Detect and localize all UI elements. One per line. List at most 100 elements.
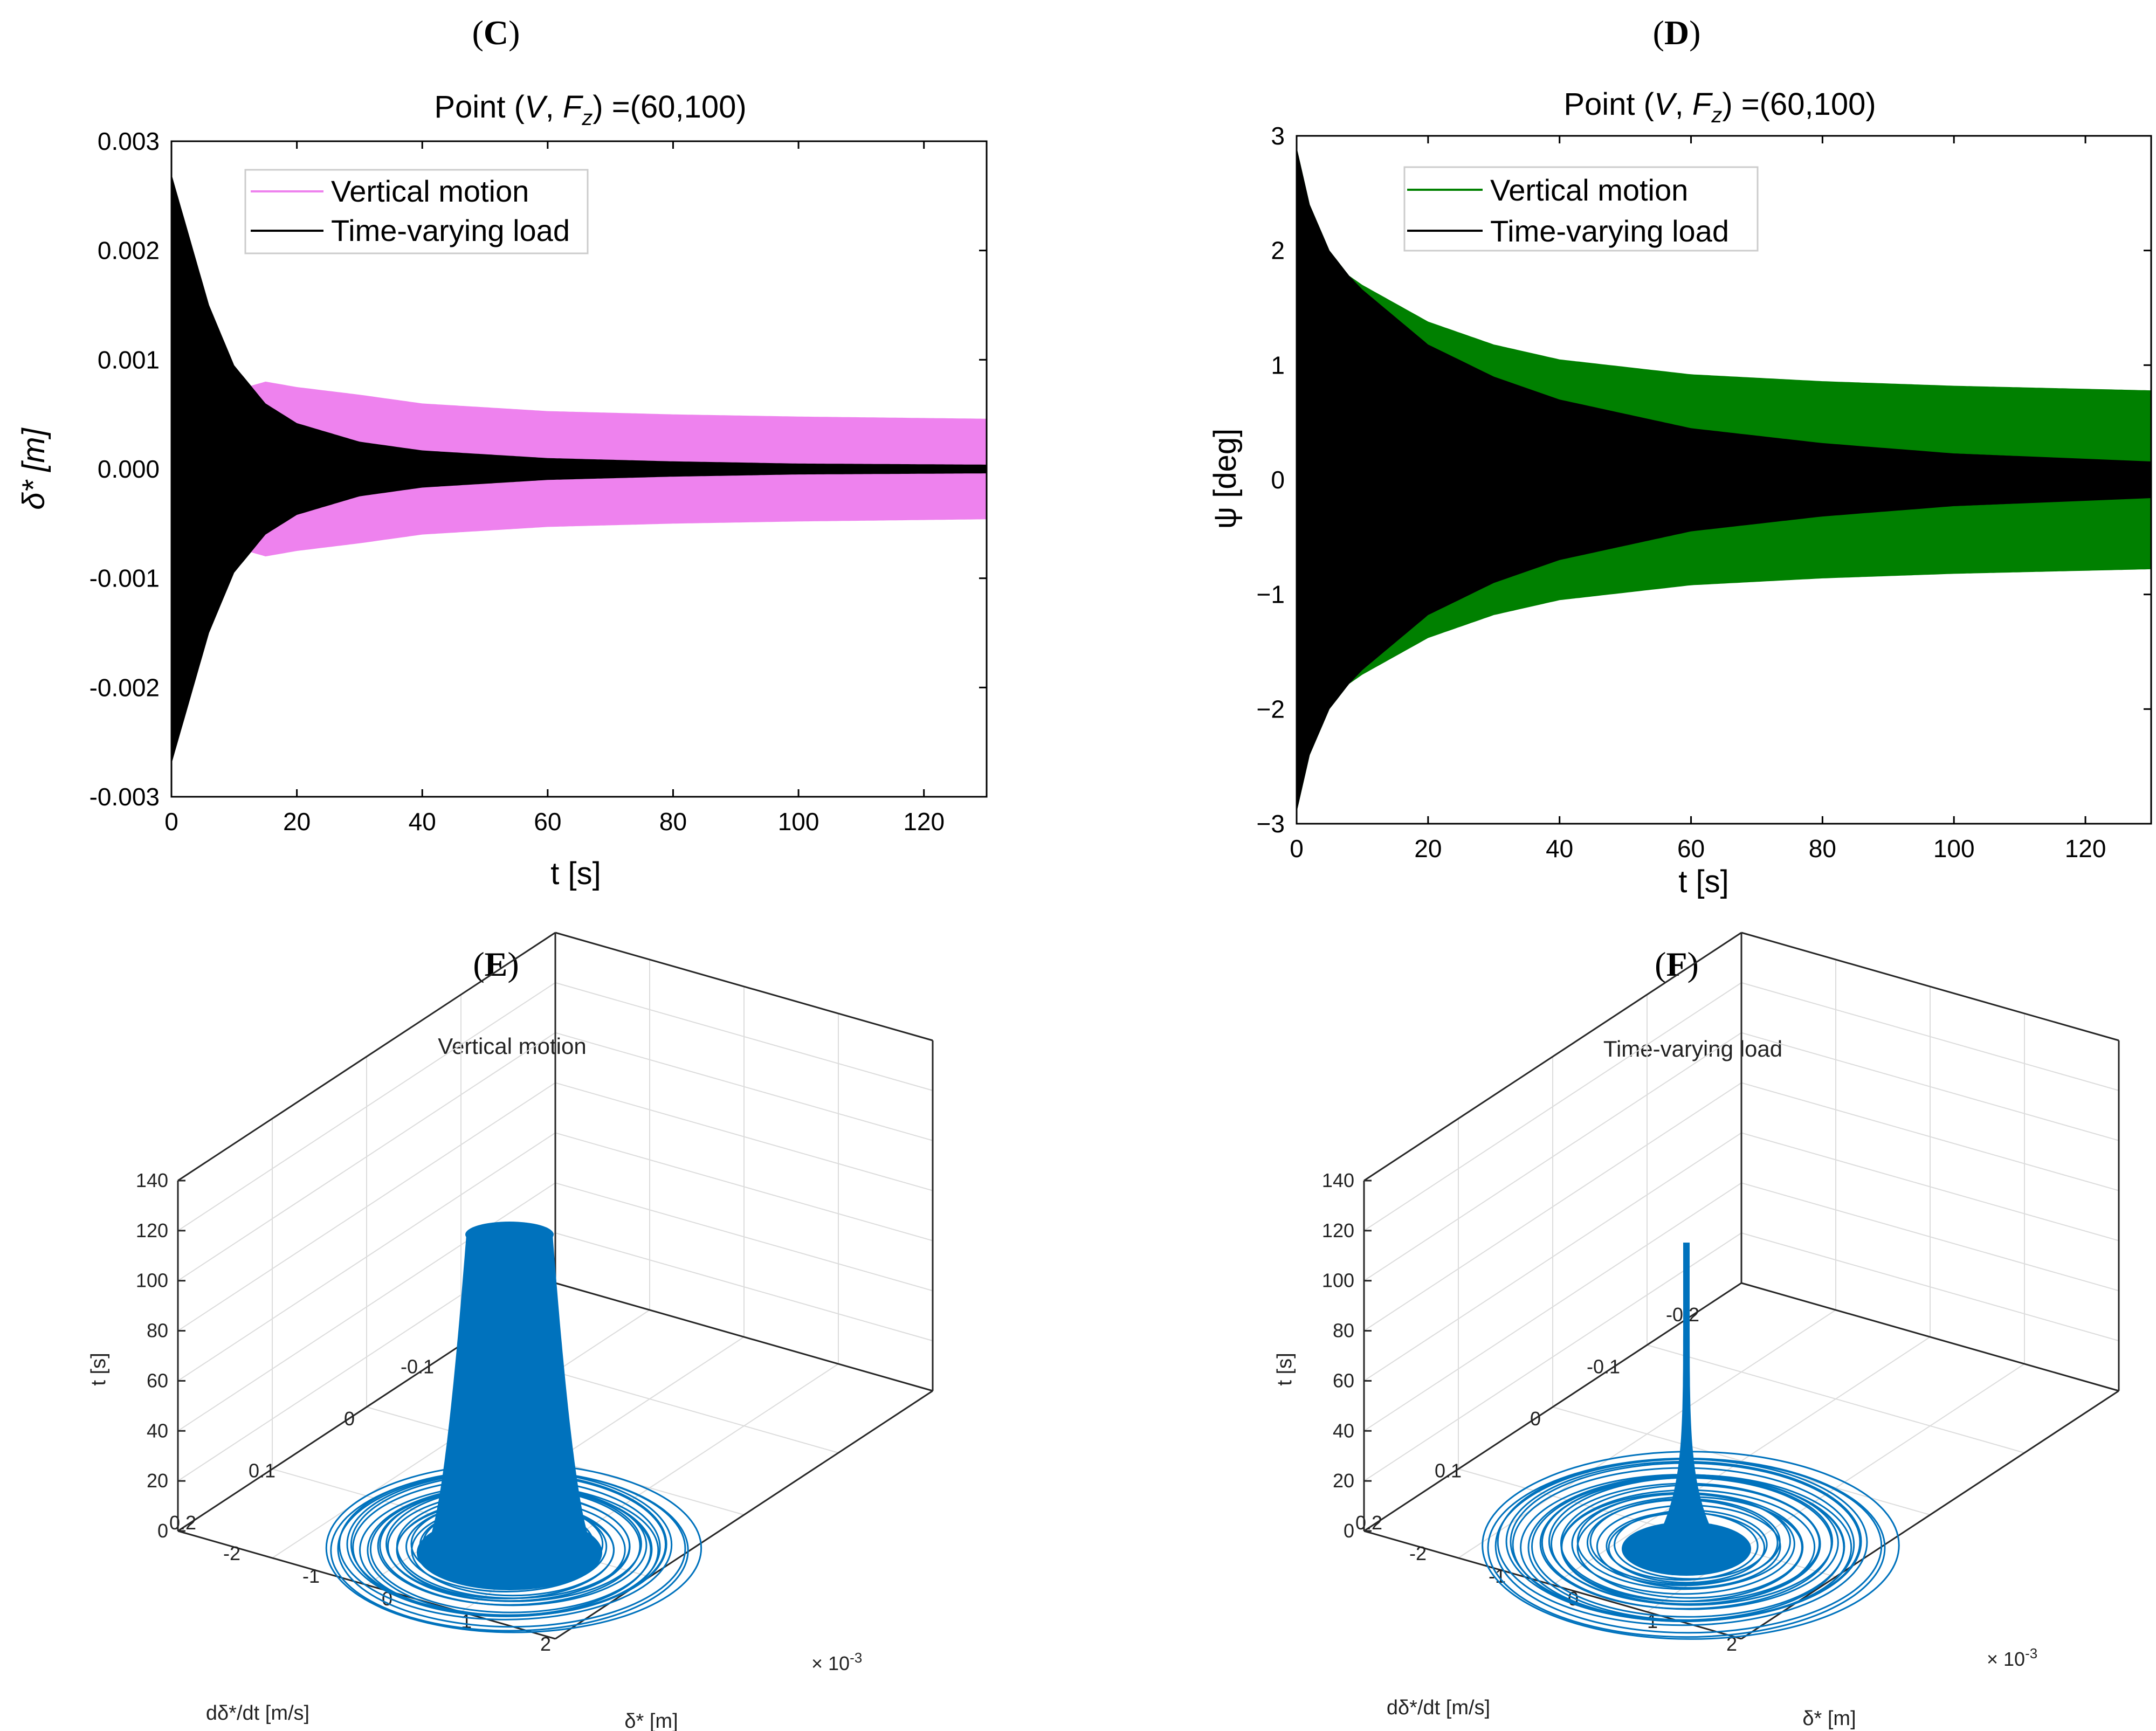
chart-c-xtick-label: 0 — [164, 808, 178, 836]
chart-e-grid-line — [177, 1082, 556, 1332]
chart-e-title: Vertical motion — [438, 1033, 586, 1059]
chart-c-ylabel: δ* [m] — [16, 427, 51, 509]
chart-f-grid-line — [1741, 1132, 2119, 1242]
chart-e-ylabel: dδ*/dt [m/s] — [206, 1702, 309, 1725]
chart-e-grid-line — [177, 982, 556, 1231]
panel-label-f: (F) — [1655, 945, 1699, 983]
chart-f-grid-line — [1741, 1032, 2119, 1141]
chart-e-grid-line — [555, 982, 933, 1091]
chart-f-ytick-label: 0 — [1530, 1408, 1541, 1430]
chart-f-trajectory-base — [1622, 1522, 1751, 1576]
chart-f-grid-line — [1363, 1232, 1742, 1481]
chart-d-ytick-label: −2 — [1257, 695, 1285, 723]
chart-f-grid-line — [1741, 1082, 2119, 1191]
chart-c-ytick-label: -0.003 — [89, 783, 160, 811]
chart-f-axis-line — [1741, 932, 2119, 1042]
chart-e-axis-line — [555, 1390, 933, 1640]
chart-e-ztick-label: 80 — [147, 1320, 168, 1342]
chart-e-grid-line — [177, 1132, 556, 1382]
chart-f-grid-line — [1647, 1344, 2025, 1453]
chart-d-ytick-label: −1 — [1257, 581, 1285, 609]
chart-f-axis-line — [1363, 1282, 1742, 1532]
chart-f-xtick-label: 1 — [1647, 1610, 1658, 1632]
chart-d-legend-box — [1403, 166, 1759, 252]
chart-d-xlabel: t [s] — [1678, 864, 1728, 899]
chart-f-exponent: × 10-3 — [1987, 1645, 2037, 1670]
chart-f-ylabel: dδ*/dt [m/s] — [1387, 1696, 1490, 1719]
chart-e-grid-line — [177, 1032, 556, 1281]
chart-f-ytick-label: 0.2 — [1355, 1512, 1382, 1534]
chart-e-ztick-label: 20 — [147, 1470, 168, 1492]
chart-d-xtick-label: 80 — [1809, 835, 1836, 863]
chart-c-ytick-label: 0.000 — [98, 455, 160, 483]
chart-e-ytick-label: -0.1 — [401, 1355, 434, 1377]
chart-d: Point (V, Fz) =(60,100) 0 20 40 60 80 100 1203… — [1208, 87, 2152, 899]
chart-f-ztick-label: 20 — [1333, 1470, 1354, 1492]
chart-f-xtick-label: -2 — [1409, 1542, 1427, 1564]
chart-c-legend-box — [244, 169, 589, 254]
chart-f-grid-line — [1552, 1406, 1931, 1515]
chart-d-title: Point (V, Fz) =(60,100) — [1563, 87, 1876, 127]
chart-e-xtick-label: -2 — [223, 1542, 240, 1564]
chart-f-grid-line — [1363, 1132, 1742, 1382]
chart-d-xtick-label: 20 — [1414, 835, 1442, 863]
chart-c-xtick-label: 20 — [283, 808, 311, 836]
chart-e-exponent: × 10-3 — [811, 1650, 862, 1674]
chart-c-title: Point (V, Fz) =(60,100) — [434, 89, 746, 130]
chart-c-xtick-label: 100 — [778, 808, 819, 836]
chart-c-xtick-label: 60 — [534, 808, 561, 836]
chart-c-ytick-label: -0.001 — [89, 564, 160, 592]
chart-d-ytick-label: 2 — [1271, 237, 1285, 265]
chart-f-xtick-label: -1 — [1489, 1565, 1506, 1587]
panel-label-c: (C) — [472, 13, 520, 52]
chart-c-xtick-label: 40 — [409, 808, 436, 836]
chart-d-legend-load: Time-varying load — [1490, 214, 1729, 248]
chart-e-ytick-label: 0 — [344, 1408, 355, 1430]
chart-d-ytick-label: −3 — [1257, 810, 1285, 838]
chart-c-legend: Vertical motion Time-varying load — [244, 169, 589, 254]
chart-c-legend-vertical: Vertical motion — [331, 174, 529, 208]
chart-c-legend-load: Time-varying load — [331, 213, 570, 247]
chart-d-xtick-label: 100 — [1933, 835, 1975, 863]
chart-f-grid-line — [1363, 1082, 1742, 1332]
chart-f-ztick-label: 140 — [1322, 1169, 1354, 1191]
chart-c-ytick-label: 0.003 — [98, 127, 160, 155]
chart-e-axis-line — [555, 932, 933, 1042]
chart-d-xtick-label: 60 — [1677, 835, 1705, 863]
chart-e-xtick-label: -1 — [302, 1565, 320, 1587]
chart-c-ytick-label: 0.001 — [98, 346, 160, 374]
chart-d-legend-vertical: Vertical motion — [1490, 173, 1688, 207]
chart-e-zlabel: t [s] — [87, 1353, 110, 1385]
chart-f-ztick-label: 80 — [1333, 1320, 1354, 1342]
chart-e-grid-line — [555, 1232, 933, 1342]
chart-c: Point (V, Fz) =(60,100) 0 20 40 60 80 100 120 0… — [16, 89, 988, 891]
chart-e-ztick-label: 40 — [147, 1419, 168, 1442]
chart-f-ztick-label: 100 — [1322, 1270, 1354, 1292]
chart-e-ytick-label: 0.1 — [249, 1460, 275, 1482]
chart-e-axis-line — [177, 932, 556, 1182]
chart-e-grid-line — [555, 1082, 933, 1191]
chart-d-ytick-label: 1 — [1271, 351, 1285, 379]
chart-c-ytick-label: 0.002 — [98, 237, 160, 265]
chart-d-ytick-label: 3 — [1271, 122, 1285, 150]
chart-e-xlabel: δ* [m] — [624, 1710, 678, 1731]
chart-e-xtick-label: 2 — [540, 1633, 551, 1655]
chart-e-ztick-label: 60 — [147, 1369, 168, 1391]
svg-text:(E): (E) — [473, 945, 519, 983]
chart-f-ztick-label: 0 — [1344, 1520, 1354, 1542]
chart-e-ytick-label: 0.2 — [169, 1512, 196, 1534]
chart-e-grid-line — [555, 1132, 933, 1242]
chart-e-trajectory-base — [417, 1515, 602, 1590]
chart-c-xlabel: t [s] — [550, 856, 601, 891]
chart-d-xtick-label: 120 — [2065, 835, 2106, 863]
chart-f-ytick-label: -0.1 — [1587, 1355, 1620, 1377]
chart-e-grid-line — [555, 1182, 933, 1292]
panel-label-d: (D) — [1653, 13, 1701, 52]
chart-f-title: Time-varying load — [1603, 1036, 1782, 1061]
chart-c-ytick-label: -0.002 — [89, 673, 160, 701]
chart-d-ylabel: ψ [deg] — [1208, 429, 1243, 529]
chart-f-grid-line — [1363, 1182, 1742, 1432]
